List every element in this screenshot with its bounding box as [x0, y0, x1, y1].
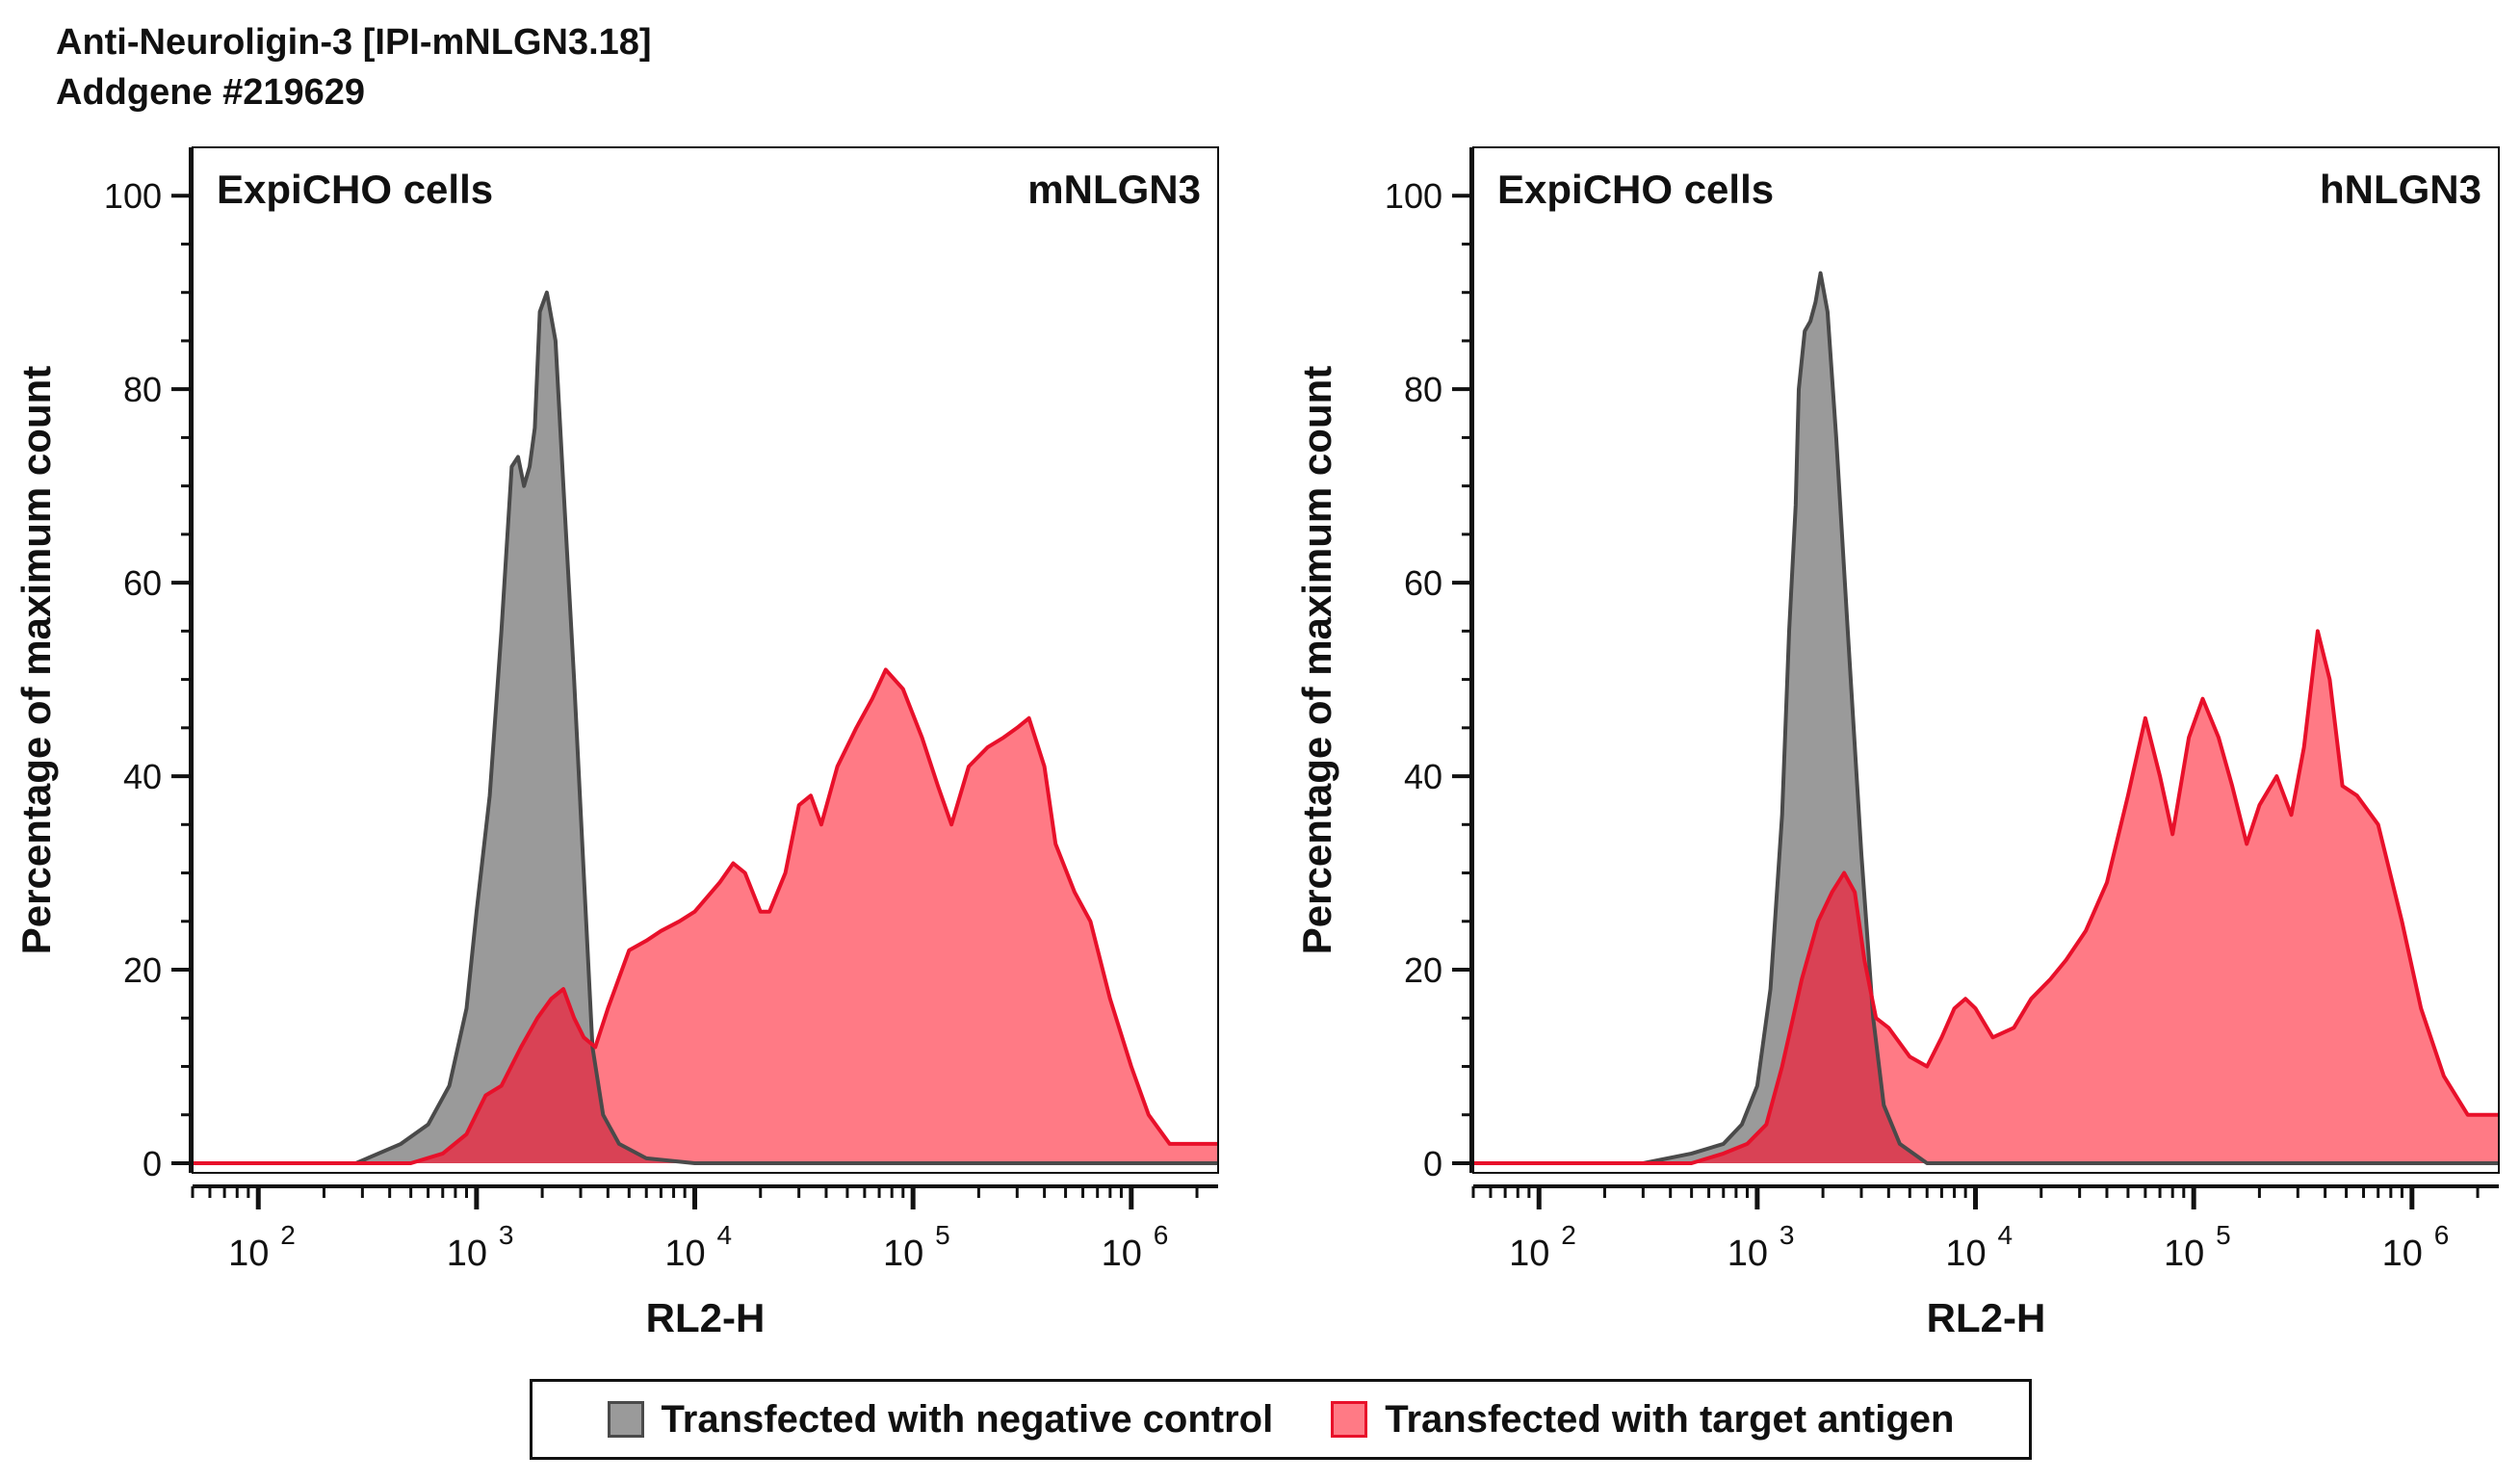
- x-axis-label: RL2-H: [646, 1295, 766, 1340]
- title-line-2: Addgene #219629: [56, 72, 366, 113]
- corner-label-right: mNLGN3: [1027, 167, 1201, 212]
- y-tick-label: 60: [1404, 563, 1442, 603]
- x-tick-label: 10: [228, 1234, 269, 1274]
- y-tick-label: 100: [1385, 176, 1442, 216]
- target-area-1: [193, 669, 1218, 1163]
- x-tick-label: 10: [664, 1234, 705, 1274]
- x-tick-label: 10: [1102, 1234, 1142, 1274]
- figure-title: Anti-Neuroligin-3 [IPI-mNLGN3.18] Addgen…: [56, 17, 652, 117]
- legend-entry-target: Transfected with target antigen: [1331, 1398, 1954, 1442]
- x-tick-label: 10: [1728, 1234, 1768, 1274]
- y-tick-label: 80: [1404, 370, 1442, 409]
- target-line-2: [1473, 629, 2499, 1165]
- x-tick-exponent: 6: [1154, 1220, 1169, 1250]
- y-tick-label: 60: [123, 563, 162, 603]
- x-tick-label: 10: [447, 1234, 487, 1274]
- y-axis-label: Percentage of maximum count: [1294, 366, 1339, 954]
- y-axis-label: Percentage of maximum count: [13, 366, 59, 954]
- corner-label-right: hNLGN3: [2320, 167, 2481, 212]
- x-tick-exponent: 3: [1780, 1220, 1795, 1250]
- x-tick-label: 10: [883, 1234, 923, 1274]
- legend-label-negative: Transfected with negative control: [661, 1397, 1274, 1441]
- y-tick-label: 40: [1404, 757, 1442, 796]
- x-tick-label: 10: [1945, 1234, 1986, 1274]
- x-tick-exponent: 3: [499, 1220, 514, 1250]
- x-tick-exponent: 4: [1998, 1220, 2013, 1250]
- title-line-1: Anti-Neuroligin-3 [IPI-mNLGN3.18]: [56, 22, 652, 63]
- target-line-1: [193, 667, 1218, 1165]
- y-tick-label: 40: [123, 757, 162, 796]
- x-tick-label: 10: [1509, 1234, 1549, 1274]
- negative-line-1: [193, 290, 1218, 1165]
- legend-label-target: Transfected with target antigen: [1385, 1397, 1955, 1441]
- x-axis-label: RL2-H: [1927, 1295, 2046, 1340]
- corner-label-left: ExpiCHO cells: [217, 167, 493, 212]
- x-tick-label: 10: [2164, 1234, 2204, 1274]
- x-tick-exponent: 5: [935, 1220, 950, 1250]
- y-tick-label: 20: [1404, 950, 1442, 990]
- x-tick-exponent: 2: [280, 1220, 296, 1250]
- negative-line-2: [1473, 271, 2499, 1165]
- x-tick-exponent: 5: [2216, 1220, 2231, 1250]
- y-tick-label: 0: [1423, 1144, 1442, 1183]
- legend: Transfected with negative control Transf…: [530, 1379, 2032, 1460]
- legend-swatch-negative: [607, 1401, 644, 1438]
- legend-entry-negative: Transfected with negative control: [607, 1397, 1274, 1442]
- x-tick-label: 10: [2382, 1234, 2423, 1274]
- panel-2: 0 20 40 60 80 100 Percentage of maximum count 1…: [1294, 146, 2500, 1340]
- x-tick-exponent: 6: [2434, 1220, 2450, 1250]
- panel-1: 0 20 40 60 80 100 Percentage of maximum count 1…: [13, 146, 1219, 1340]
- x-tick-exponent: 4: [717, 1220, 733, 1250]
- y-tick-label: 100: [104, 176, 162, 216]
- y-tick-label: 20: [123, 950, 162, 990]
- legend-swatch-target: [1331, 1401, 1368, 1438]
- x-tick-exponent: 2: [1561, 1220, 1576, 1250]
- y-tick-label: 80: [123, 370, 162, 409]
- y-tick-label: 0: [143, 1144, 162, 1183]
- corner-label-left: ExpiCHO cells: [1497, 167, 1774, 212]
- target-area-2: [1473, 631, 2499, 1163]
